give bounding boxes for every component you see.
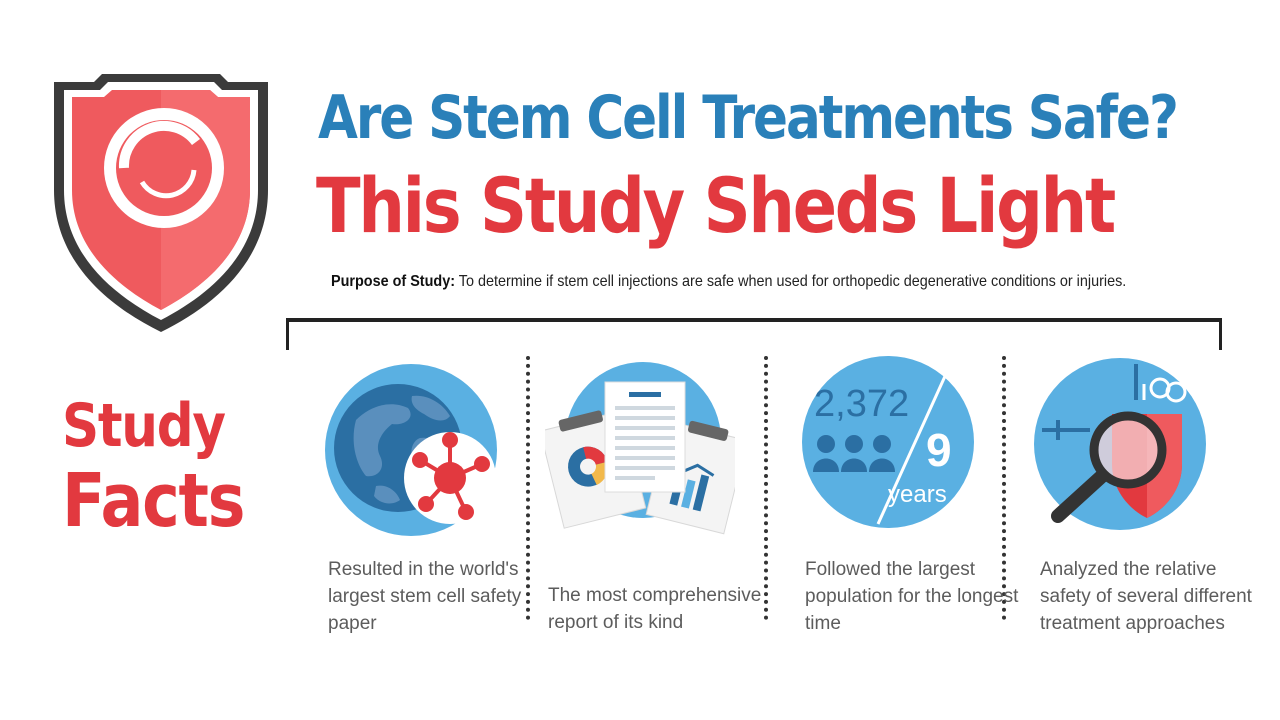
fact-caption-4: Analyzed the relative safety of several … bbox=[1040, 559, 1252, 634]
study-facts-label-line-2: Facts bbox=[62, 458, 246, 544]
purpose-label: Purpose of Study: bbox=[331, 273, 456, 290]
magnifier-shield-icon bbox=[1032, 354, 1222, 544]
documents-report-icon bbox=[539, 358, 748, 548]
section-bracket bbox=[286, 318, 1222, 350]
shield-logo-icon bbox=[46, 70, 276, 340]
purpose-text: To determine if stem cell injections are… bbox=[458, 273, 1127, 290]
study-facts-label-line-1: Study bbox=[62, 391, 226, 461]
globe-molecule-icon bbox=[316, 360, 506, 550]
divider bbox=[1002, 356, 1006, 620]
title-line-1: Are Stem Cell Treatments Safe? bbox=[318, 83, 1179, 153]
title-line-2: This Study Sheds Light bbox=[316, 161, 1116, 250]
divider bbox=[526, 356, 530, 620]
fact-caption-2: The most comprehensive report of its kin… bbox=[548, 585, 762, 633]
purpose-of-study: Purpose of Study: To determine if stem c… bbox=[331, 271, 1150, 293]
years-label: years bbox=[888, 481, 947, 508]
population-years-icon: 2,372 9 years bbox=[796, 354, 986, 544]
fact-caption-1: Resulted in the world's largest stem cel… bbox=[328, 559, 522, 634]
population-number: 2,372 bbox=[814, 383, 909, 425]
divider bbox=[764, 356, 768, 620]
years-value: 9 bbox=[926, 424, 952, 476]
fact-caption-3: Followed the largest population for the … bbox=[805, 559, 1019, 634]
